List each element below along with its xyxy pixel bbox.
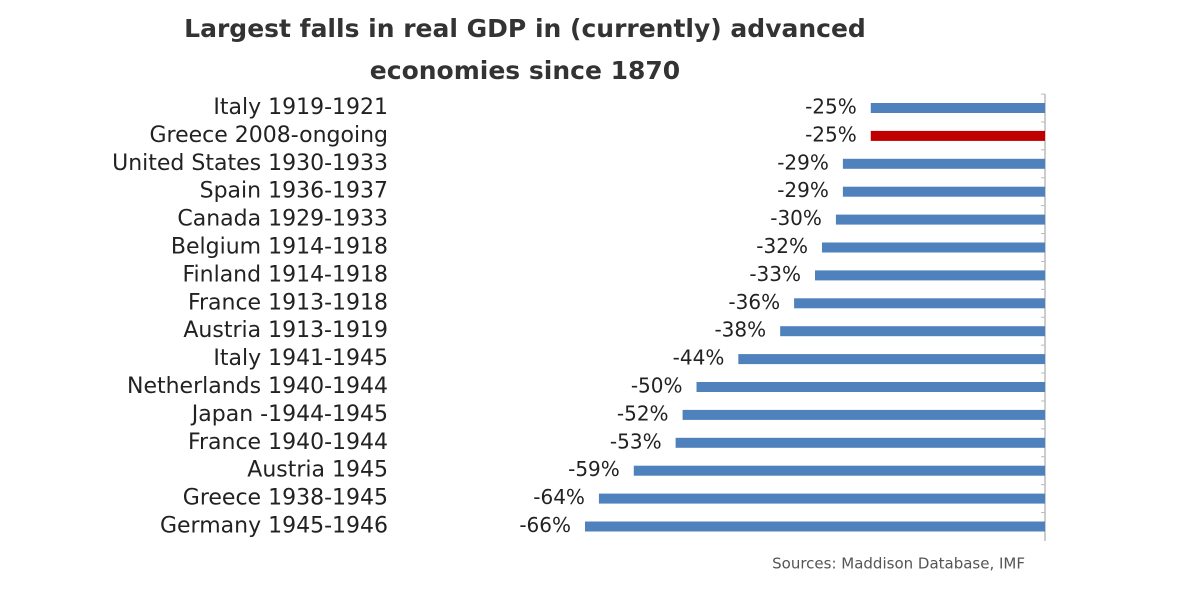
bar (780, 326, 1045, 337)
value-label: -50% (631, 374, 683, 398)
bar (633, 465, 1045, 476)
bar (842, 186, 1045, 197)
category-label: Germany 1945-1946 (160, 514, 388, 539)
category-label: France 1940-1944 (188, 430, 388, 455)
value-label: -59% (568, 457, 620, 481)
category-label: Netherlands 1940-1944 (127, 374, 388, 399)
category-label: United States 1930-1933 (112, 151, 388, 176)
bar (682, 409, 1045, 420)
value-label: -36% (728, 290, 780, 314)
category-label: Italy 1919-1921 (213, 95, 388, 120)
value-label: -38% (714, 318, 766, 342)
bar (585, 521, 1045, 532)
category-label: Greece 1938-1945 (183, 486, 388, 511)
value-label: -32% (756, 234, 808, 258)
value-label: -64% (533, 485, 585, 509)
category-label: Austria 1945 (247, 458, 388, 483)
category-label: Spain 1936-1937 (200, 179, 388, 204)
category-label: Finland 1914-1918 (182, 262, 388, 287)
chart-title: economies since 1870 (370, 56, 680, 85)
value-label: -52% (617, 401, 669, 425)
value-label: -33% (749, 262, 801, 286)
value-label: -29% (777, 150, 829, 174)
value-label: -30% (770, 206, 822, 230)
category-label: Austria 1913-1919 (183, 318, 388, 343)
bar (821, 242, 1045, 253)
bar (696, 382, 1045, 392)
value-label: -66% (519, 513, 571, 537)
value-label: -53% (610, 429, 662, 453)
bar (870, 103, 1045, 113)
category-label: Belgium 1914-1918 (171, 235, 388, 260)
source-note: Sources: Maddison Database, IMF (772, 555, 1025, 573)
bar (815, 270, 1045, 281)
category-label: France 1913-1918 (188, 290, 388, 315)
value-label: -25% (805, 95, 857, 119)
bar (738, 354, 1045, 365)
bar (870, 130, 1045, 141)
value-label: -44% (673, 346, 725, 370)
bar (794, 298, 1045, 309)
bar (835, 214, 1045, 225)
value-label: -25% (805, 122, 857, 146)
bar (842, 158, 1045, 169)
bar (675, 437, 1045, 448)
category-label: Greece 2008-ongoing (150, 123, 389, 148)
category-label: Canada 1929-1933 (177, 207, 388, 232)
bar (598, 493, 1045, 504)
value-label: -29% (777, 178, 829, 202)
category-label: Italy 1941-1945 (213, 346, 388, 371)
chart-title: Largest falls in real GDP in (currently)… (184, 14, 866, 43)
category-label: Japan -1944-1945 (190, 402, 388, 427)
